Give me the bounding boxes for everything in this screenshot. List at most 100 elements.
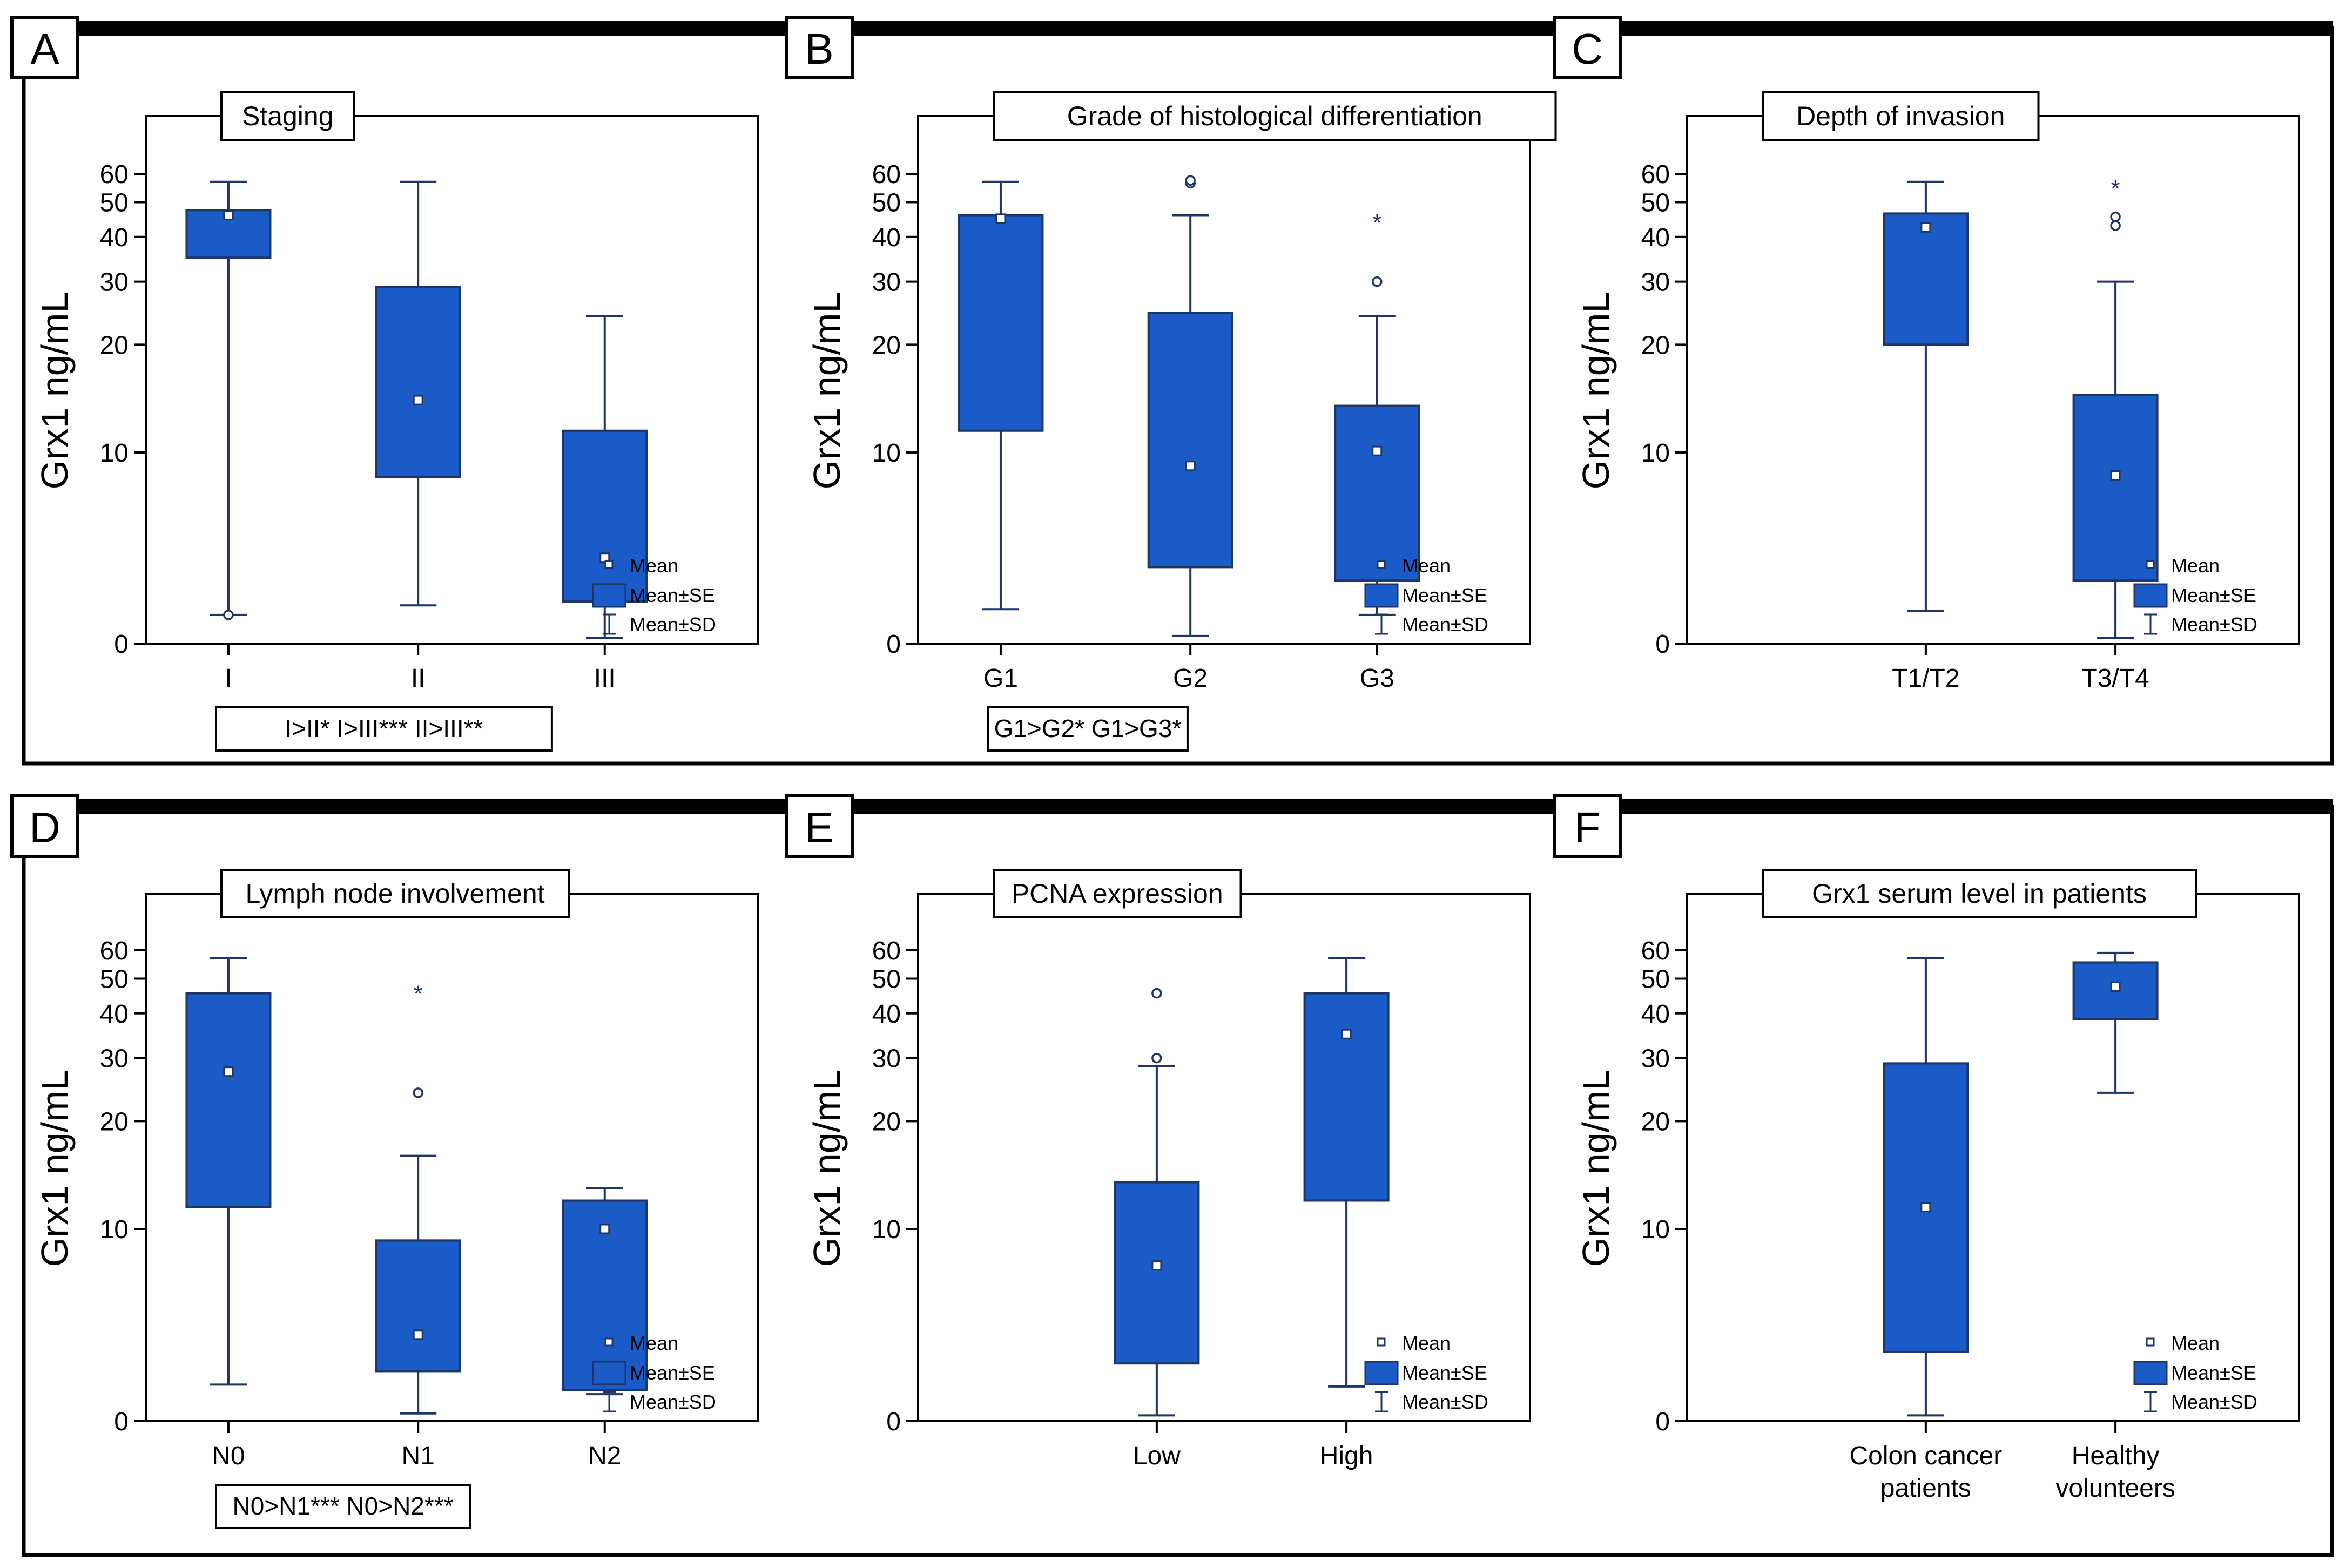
box-group <box>562 315 648 639</box>
legend-se-label: Mean±SE <box>2171 584 2256 606</box>
legend-mean-label: Mean <box>1402 1332 1451 1354</box>
panel-label-box <box>10 16 79 79</box>
y-tick-label: 0 <box>114 630 129 659</box>
box-group <box>1303 957 1390 1388</box>
y-tick-label: 50 <box>1641 189 1670 218</box>
chart-title-box <box>1762 869 2197 918</box>
y-axis-label: Grx1 ng/mL <box>1575 292 1617 490</box>
legend: Mean Mean±SE Mean±SD <box>1364 555 1488 636</box>
y-tick-label: 40 <box>1641 1000 1670 1029</box>
panel-D: D Lymph node involvement Grx1 ng/mL 0 10 20 30… <box>10 794 759 1529</box>
y-tick-label: 20 <box>872 1107 901 1136</box>
y-axis-label: Grx1 ng/mL <box>1575 1070 1617 1267</box>
box-group <box>1147 175 1233 637</box>
box-group <box>1114 988 1200 1417</box>
legend-se-swatch <box>1364 583 1399 608</box>
x-tick-label: N0 <box>212 1442 245 1470</box>
outlier-circle <box>1185 175 1196 186</box>
y-tick-label: 20 <box>100 331 129 360</box>
y-tick-label: 0 <box>886 1408 901 1436</box>
mean-marker <box>1920 222 1931 233</box>
legend-se-label: Mean±SE <box>1402 1362 1487 1384</box>
panel-F: F Grx1 serum level in patients Grx1 ng/mL 0… <box>1553 794 2300 1503</box>
y-tick-label: 60 <box>1641 160 1670 189</box>
legend: Mean Mean±SE Mean±SD <box>2133 555 2257 636</box>
y-tick-label: 30 <box>100 1045 129 1073</box>
box-group: * <box>1334 209 1420 616</box>
box-group <box>1883 957 1969 1417</box>
x-tick-label: G2 <box>1173 664 1208 693</box>
box-group <box>958 180 1044 611</box>
panel-label: B <box>805 25 833 73</box>
panel-label: E <box>805 803 833 851</box>
y-tick-label: 30 <box>872 1045 901 1073</box>
x-tick-label: G3 <box>1360 664 1394 693</box>
legend-mean-swatch <box>1377 560 1386 569</box>
outlier-circle <box>1151 1052 1162 1064</box>
significance-note: G1>G2* G1>G3* <box>994 714 1182 742</box>
legend-sd-label: Mean±SD <box>630 613 716 636</box>
y-tick-label: 50 <box>1641 965 1670 994</box>
y-tick-label: 10 <box>1641 1215 1670 1244</box>
chart-title: Depth of invasion <box>1796 101 2005 131</box>
mean-marker <box>995 213 1006 224</box>
y-tick-label: 20 <box>1641 1107 1670 1136</box>
legend-se-swatch <box>592 583 626 608</box>
y-tick-label: 40 <box>872 1000 901 1029</box>
legend-mean-label: Mean <box>1402 555 1451 577</box>
box-se <box>562 429 648 603</box>
y-tick-label: 50 <box>100 189 129 218</box>
legend-mean-swatch <box>604 1337 614 1347</box>
legend-sd-label: Mean±SD <box>2171 613 2257 636</box>
mean-marker <box>1185 461 1196 471</box>
significance-note-box <box>987 706 1189 752</box>
y-tick-label: 50 <box>872 965 901 994</box>
box-se <box>375 286 461 479</box>
row-top-bar-1 <box>24 21 2333 36</box>
legend: Mean Mean±SE Mean±SD <box>1364 1332 1488 1413</box>
legend-se-label: Mean±SE <box>630 584 715 606</box>
legend-mean-label: Mean <box>630 1332 678 1354</box>
y-tick-label: 10 <box>100 439 129 468</box>
outlier-circle <box>223 610 234 620</box>
panel-label-box <box>1553 794 1622 858</box>
x-tick-label: T1/T2 <box>1892 664 1959 693</box>
box-se <box>2072 393 2159 582</box>
chart-title-box <box>993 91 1557 141</box>
y-tick-label: 40 <box>1641 224 1670 252</box>
chart-title-box <box>993 869 1242 918</box>
legend-mean-label: Mean <box>630 555 678 577</box>
panel-label-box <box>785 794 854 858</box>
x-tick-label: T3/T4 <box>2081 664 2149 693</box>
panel-label: C <box>1572 25 1603 73</box>
x-tick-label: Low <box>1133 1442 1181 1470</box>
box-se <box>958 214 1044 432</box>
legend-mean-swatch <box>2146 1337 2155 1347</box>
y-tick-label: 40 <box>100 224 129 252</box>
y-tick-label: 60 <box>1641 937 1670 965</box>
y-tick-label: 60 <box>872 937 901 965</box>
legend-sd-label: Mean±SD <box>2171 1391 2257 1413</box>
panel-C: C Depth of invasion Grx1 ng/mL 0 10 20 30 40 506… <box>1553 16 2300 693</box>
y-tick-label: 60 <box>100 937 129 965</box>
box-se <box>185 992 272 1208</box>
outlier-circle <box>2110 211 2121 222</box>
box-group <box>562 1187 648 1396</box>
box-se <box>1147 312 1233 569</box>
mean-marker <box>413 1329 423 1340</box>
box-se <box>1334 404 1420 582</box>
mean-marker <box>599 1224 610 1234</box>
legend-se-swatch <box>592 1361 626 1385</box>
significance-note-box <box>215 1484 471 1529</box>
x-tick-label: I <box>225 664 232 693</box>
y-tick-label: 20 <box>1641 331 1670 360</box>
panel-label: A <box>30 25 59 73</box>
legend-mean-swatch <box>604 560 614 569</box>
y-tick-label: 0 <box>1655 1408 1670 1436</box>
y-tick-label: 30 <box>872 268 901 297</box>
significance-note: N0>N1*** N0>N2*** <box>232 1492 453 1520</box>
chart-title-box <box>220 91 355 141</box>
legend-mean-swatch <box>2146 560 2155 569</box>
box-group <box>375 180 461 607</box>
